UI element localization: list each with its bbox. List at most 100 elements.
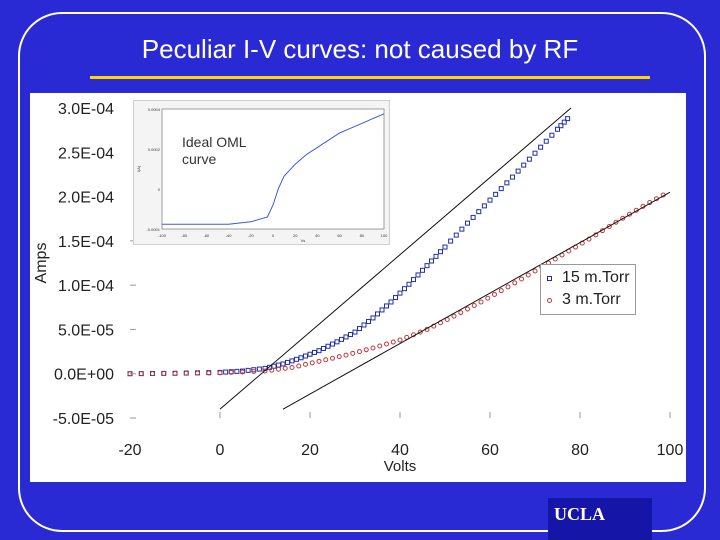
inset-curve — [162, 113, 385, 225]
inset-x-tick-label: 20 — [293, 233, 298, 238]
data-point-15mtorr — [379, 307, 385, 313]
data-point-3mtorr — [228, 369, 234, 375]
data-point-15mtorr — [285, 359, 290, 365]
data-point-15mtorr — [388, 299, 394, 305]
data-point-3mtorr — [282, 365, 288, 371]
legend-item-3mtorr: 3 m.Torr — [547, 291, 621, 309]
data-point-15mtorr — [498, 186, 504, 192]
data-point-3mtorr — [217, 370, 223, 376]
y-tick-label: 0.0E+00 — [54, 367, 114, 384]
inset-y-tick-label: -0.0001 — [146, 227, 160, 232]
data-point-15mtorr — [538, 144, 544, 150]
data-point-15mtorr — [465, 220, 470, 226]
data-point-15mtorr — [543, 138, 549, 144]
data-point-15mtorr — [223, 369, 229, 375]
data-point-15mtorr — [280, 361, 286, 367]
data-point-15mtorr — [370, 315, 376, 321]
legend-label: 15 m.Torr — [562, 269, 630, 286]
data-point-3mtorr — [251, 369, 257, 374]
chart-legend: 15 m.Torr 3 m.Torr — [540, 264, 636, 315]
data-point-3mtorr — [303, 361, 308, 367]
data-point-3mtorr — [505, 284, 511, 290]
data-point-15mtorr — [298, 355, 304, 361]
data-point-15mtorr — [504, 180, 510, 186]
data-point-15mtorr — [481, 203, 487, 209]
x-tick-label: 20 — [301, 442, 319, 459]
data-point-3mtorr — [532, 268, 538, 274]
inset-y-axis-label: I(A) — [136, 165, 141, 172]
inset-label: Ideal OML curve — [182, 134, 247, 167]
inset-axes — [161, 108, 385, 230]
data-point-3mtorr — [316, 358, 322, 364]
data-point-3mtorr — [240, 369, 245, 375]
data-point-3mtorr — [417, 329, 423, 335]
data-point-15mtorr — [411, 277, 416, 283]
data-point-3mtorr — [606, 223, 612, 229]
data-point-15mtorr — [487, 197, 493, 203]
data-point-3mtorr — [485, 295, 491, 301]
data-point-3mtorr — [363, 347, 369, 353]
x-tick-label: 0 — [216, 442, 225, 459]
data-point-15mtorr — [271, 363, 277, 369]
y-tick-label: 3.0E-04 — [58, 101, 114, 118]
data-point-3mtorr — [336, 354, 342, 360]
x-axis-label: Volts — [384, 458, 417, 475]
data-point-15mtorr — [321, 345, 326, 351]
data-point-15mtorr — [397, 290, 403, 296]
data-point-15mtorr — [343, 334, 349, 340]
inset-y-tick-label: 0 — [158, 187, 161, 192]
data-point-15mtorr — [352, 329, 358, 335]
inset-x-tick-label: 100 — [381, 233, 388, 238]
data-point-15mtorr — [448, 238, 454, 244]
data-point-3mtorr — [620, 215, 626, 221]
data-point-3mtorr — [525, 272, 531, 278]
y-axis-label: Amps — [33, 243, 50, 284]
data-point-3mtorr — [206, 370, 212, 376]
data-point-3mtorr — [519, 276, 524, 282]
inset-chart: 0.0004 0.0002 0 -0.0001 -100 -80 -60 -40 -20 0 20 4… — [133, 100, 390, 245]
title-underline — [90, 76, 650, 79]
x-tick-label: 60 — [481, 442, 499, 459]
data-point-3mtorr — [512, 280, 518, 286]
data-point-3mtorr — [370, 345, 376, 351]
data-point-15mtorr — [334, 339, 340, 345]
data-point-3mtorr — [613, 219, 619, 225]
ucla-logo: UCLA — [548, 498, 652, 540]
data-point-3mtorr — [289, 365, 295, 371]
data-point-3mtorr — [262, 368, 268, 374]
data-point-3mtorr — [458, 310, 464, 316]
inset-x-tick-label: -60 — [204, 233, 211, 238]
inset-x-tick-label: -40 — [226, 233, 233, 238]
data-point-15mtorr — [549, 132, 555, 138]
data-point-3mtorr — [161, 371, 167, 377]
data-point-3mtorr — [478, 299, 484, 305]
data-point-15mtorr — [420, 267, 425, 273]
data-point-3mtorr — [269, 367, 275, 373]
data-point-15mtorr — [303, 353, 308, 359]
fit-line — [282, 191, 671, 410]
data-point-15mtorr — [307, 351, 313, 357]
data-point-15mtorr — [565, 116, 571, 122]
data-point-15mtorr — [526, 156, 532, 162]
legend-label: 3 m.Torr — [562, 291, 621, 308]
data-point-15mtorr — [256, 366, 262, 372]
data-point-3mtorr — [195, 370, 200, 376]
data-point-15mtorr — [424, 263, 430, 269]
data-point-3mtorr — [127, 371, 133, 377]
legend-marker-square — [547, 275, 552, 281]
data-point-3mtorr — [138, 371, 144, 377]
data-point-15mtorr — [245, 367, 251, 373]
legend-marker-circle — [547, 297, 552, 303]
data-point-15mtorr — [384, 303, 389, 309]
data-point-15mtorr — [442, 244, 448, 250]
data-point-3mtorr — [471, 303, 477, 309]
data-point-15mtorr — [470, 214, 476, 220]
data-point-15mtorr — [330, 341, 335, 347]
data-point-3mtorr — [498, 288, 504, 294]
y-tick-label: 2.5E-04 — [58, 145, 114, 162]
data-point-3mtorr — [276, 366, 281, 372]
data-point-15mtorr — [357, 326, 362, 332]
legend-item-15mtorr: 15 m.Torr — [547, 269, 630, 287]
inset-x-tick-label: 80 — [360, 233, 365, 238]
x-tick-label: 40 — [391, 442, 409, 459]
